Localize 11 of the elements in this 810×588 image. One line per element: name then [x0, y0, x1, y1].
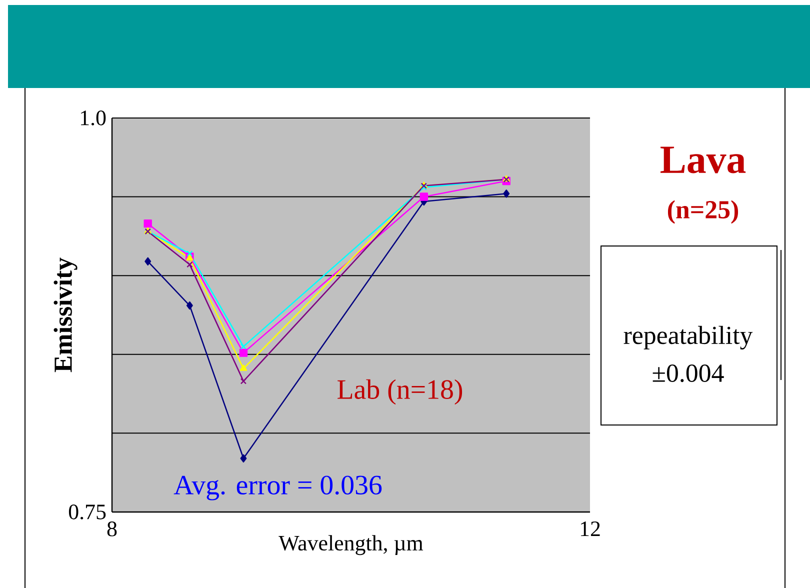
y-tick-label: 1.0 — [81, 110, 106, 126]
x-axis-title: Wavelength, µm — [278, 535, 424, 556]
y-tick-label: 0.75 — [68, 504, 106, 520]
text: (n=25) — [668, 200, 738, 224]
x-tick-label: 8 — [107, 522, 117, 536]
annotation: Avg. error = 0.036 — [174, 476, 382, 500]
x-tick-label: 12 — [580, 522, 600, 536]
text: repeatability ±0.004 — [624, 326, 753, 382]
text: Lava — [660, 146, 746, 174]
annotation: Lab (n=18) — [338, 379, 462, 405]
y-axis-title: Emissivity — [54, 258, 78, 372]
